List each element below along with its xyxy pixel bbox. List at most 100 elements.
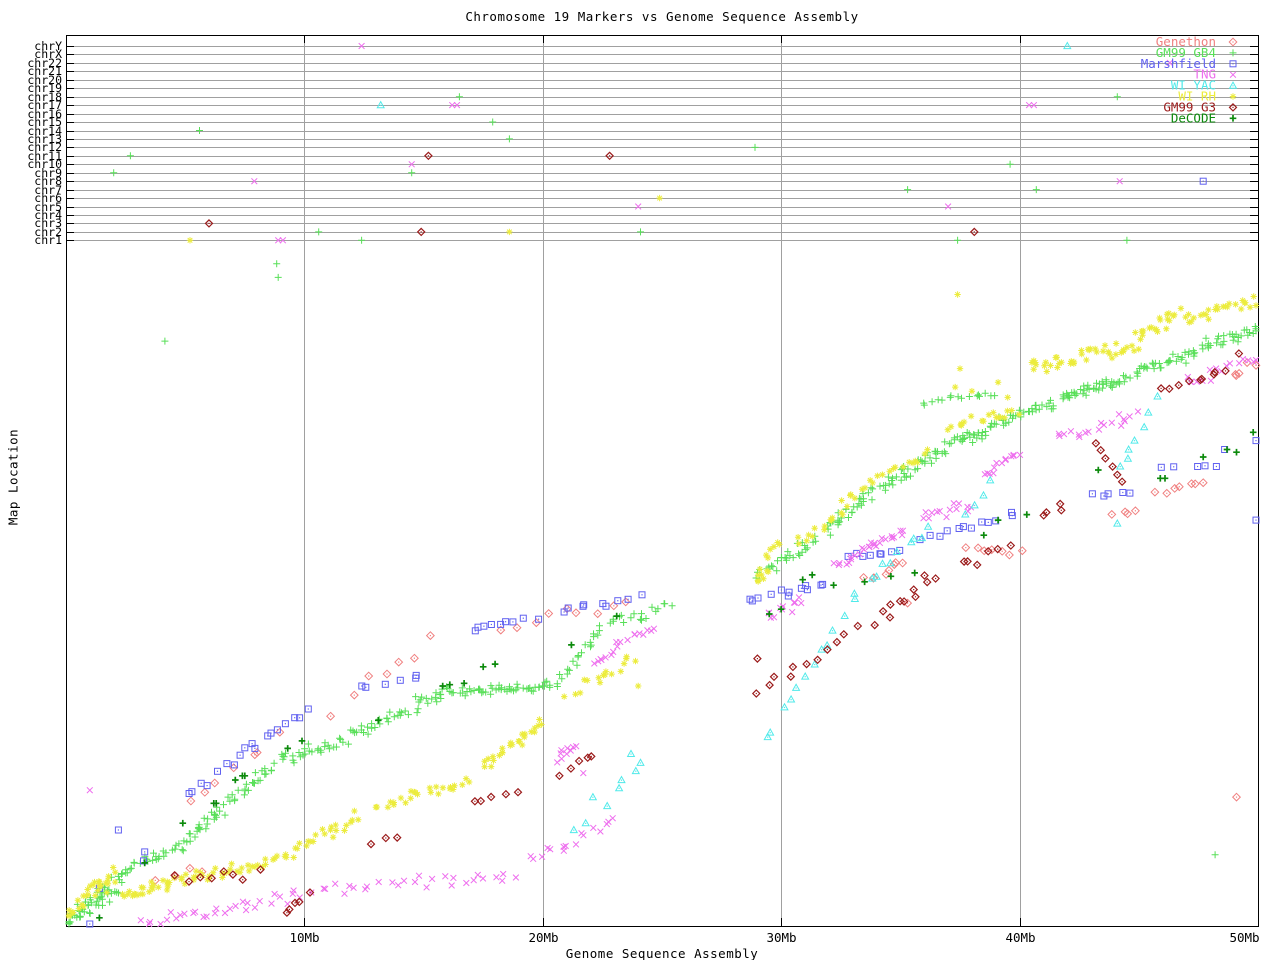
data-point: [1198, 478, 1208, 487]
data-point: [417, 227, 426, 236]
data-point: [574, 756, 584, 766]
data-point: [878, 559, 887, 567]
data-point: [427, 788, 435, 797]
data-point: [1002, 456, 1009, 464]
data-point: [382, 669, 392, 679]
data-point: [219, 800, 228, 809]
legend-marker: [1229, 92, 1237, 101]
data-point: [619, 618, 628, 627]
data-point: [1070, 358, 1078, 366]
data-point: [765, 680, 774, 690]
y-axis-chr-label: chr6: [34, 191, 62, 205]
legend-label-gm99-gb4: GM99 GB4: [1156, 45, 1216, 60]
data-point: [210, 778, 219, 788]
data-point: [1091, 439, 1101, 448]
data-point: [558, 755, 565, 763]
data-point: [489, 756, 498, 765]
data-point: [364, 671, 373, 681]
data-point: [1083, 381, 1092, 390]
data-point: [1172, 357, 1181, 366]
data-point: [563, 665, 572, 674]
data-point: [567, 747, 575, 754]
data-point: [607, 670, 616, 678]
legend-label-wi-rh: WI RH: [1178, 89, 1216, 104]
data-point: [1150, 487, 1160, 497]
data-point: [354, 816, 362, 824]
y-axis-chr-label: chr9: [34, 166, 62, 180]
data-point: [1182, 359, 1190, 368]
data-point: [1096, 446, 1105, 455]
data-point: [788, 608, 796, 616]
data-point: [923, 577, 932, 587]
data-point: [573, 661, 581, 670]
data-point: [1234, 349, 1244, 358]
data-point: [624, 636, 631, 644]
data-point: [535, 683, 544, 691]
data-point: [808, 532, 816, 541]
data-point: [950, 499, 958, 507]
x-tick-label: 40Mb: [1005, 930, 1035, 945]
data-point: [111, 868, 119, 876]
data-point: [861, 484, 869, 492]
data-point: [593, 609, 602, 618]
data-point: [432, 783, 440, 791]
data-point: [642, 614, 650, 623]
data-point: [775, 540, 783, 549]
data-point: [609, 648, 617, 656]
data-point: [1100, 492, 1108, 500]
y-axis-chr-label: chr4: [34, 208, 62, 222]
data-point: [622, 654, 630, 663]
data-point: [505, 134, 514, 143]
data-point: [488, 118, 497, 126]
y-axis-chr-label: chr22: [27, 56, 62, 70]
data-point: [770, 613, 778, 621]
data-point: [375, 878, 383, 886]
legend-label-tng: TNG: [1193, 67, 1216, 82]
data-point: [459, 679, 469, 688]
data-point: [363, 723, 372, 732]
data-point: [390, 712, 399, 721]
data-point: [794, 549, 803, 558]
data-point: [927, 459, 936, 468]
data-point: [105, 898, 114, 906]
data-point: [810, 660, 819, 668]
data-point: [986, 476, 995, 484]
data-point: [1135, 345, 1143, 353]
data-point: [953, 290, 962, 299]
data-point: [1006, 541, 1015, 550]
data-point: [304, 740, 313, 748]
data-point: [920, 514, 927, 522]
data-point: [331, 880, 339, 888]
data-point: [978, 518, 986, 526]
data-point: [1106, 350, 1114, 358]
data-point: [851, 494, 859, 502]
data-point: [769, 672, 779, 681]
series-wi-yac: [376, 42, 1162, 834]
data-point: [167, 908, 175, 916]
data-point: [1165, 384, 1174, 393]
data-point: [242, 906, 250, 914]
data-point: [415, 872, 423, 880]
data-point: [1170, 463, 1178, 471]
data-point: [996, 413, 1005, 421]
data-point: [890, 533, 898, 541]
y-axis-chr-label: chr19: [27, 81, 62, 95]
data-point: [465, 778, 473, 786]
data-point: [1174, 381, 1183, 390]
data-point: [227, 860, 236, 868]
data-point: [200, 788, 210, 797]
data-point: [311, 831, 320, 839]
data-point: [244, 861, 252, 869]
data-point: [844, 513, 853, 522]
data-point: [474, 871, 482, 879]
data-point: [560, 692, 568, 701]
y-axis-chr-label: chr18: [27, 90, 62, 104]
data-point: [244, 786, 253, 795]
data-point: [1232, 792, 1241, 802]
data-point: [432, 688, 440, 697]
y-axis-chr-label: chr7: [34, 183, 62, 197]
data-point: [1162, 325, 1170, 333]
data-point: [232, 902, 239, 910]
data-point: [186, 837, 195, 846]
